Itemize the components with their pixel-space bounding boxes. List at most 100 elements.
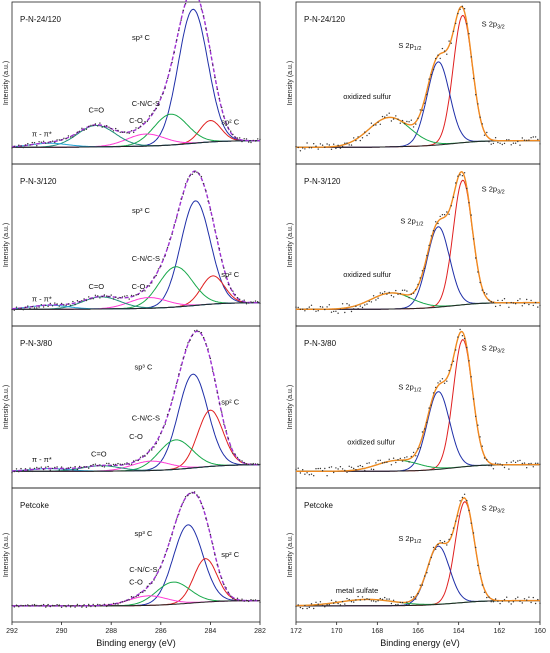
data-point — [501, 143, 503, 146]
data-point — [243, 138, 245, 140]
data-point — [193, 330, 196, 332]
data-point — [317, 148, 319, 150]
data-point — [58, 604, 60, 606]
data-point — [353, 601, 355, 603]
data-point — [13, 309, 15, 311]
data-point — [234, 599, 236, 601]
data-point — [435, 548, 437, 550]
data-point — [169, 238, 171, 240]
data-point — [31, 141, 33, 144]
x-tick-label: 166 — [412, 628, 424, 635]
y-axis-label: Intensity (a.u.) — [287, 223, 294, 267]
data-point — [216, 564, 218, 566]
data-point — [341, 145, 344, 148]
data-point — [441, 214, 444, 216]
data-point — [92, 298, 94, 300]
data-point — [408, 121, 410, 123]
data-point — [18, 606, 20, 608]
data-point — [319, 601, 322, 603]
data-point — [51, 305, 54, 307]
annotation-subscript: 3/2 — [497, 25, 505, 31]
data-point — [67, 303, 70, 305]
data-point — [173, 224, 175, 226]
data-point — [304, 148, 306, 150]
data-point — [121, 601, 124, 603]
data-point — [90, 124, 92, 127]
data-point — [386, 598, 388, 600]
data-point — [372, 295, 375, 297]
data-point — [328, 604, 330, 606]
data-point — [319, 467, 322, 470]
data-point — [415, 288, 417, 291]
data-point — [430, 235, 432, 237]
data-point — [384, 596, 386, 599]
data-point — [119, 131, 121, 133]
data-point — [151, 282, 153, 284]
data-point — [539, 602, 541, 604]
peak-s-2p3-2 — [296, 179, 540, 310]
data-point — [470, 522, 472, 524]
data-point — [13, 470, 15, 473]
data-point — [424, 267, 426, 270]
data-point — [519, 459, 521, 462]
data-point — [506, 139, 508, 141]
data-point — [459, 328, 461, 331]
data-point — [51, 140, 54, 142]
data-point — [60, 466, 63, 468]
data-point — [108, 296, 110, 298]
data-point — [514, 142, 517, 144]
data-point — [377, 297, 379, 299]
data-point — [379, 292, 381, 294]
data-point — [497, 141, 499, 144]
data-point — [191, 492, 194, 494]
data-point — [139, 456, 142, 458]
data-point — [335, 310, 337, 312]
data-point — [42, 603, 45, 606]
data-point — [187, 342, 189, 344]
data-point — [450, 205, 452, 207]
data-point — [486, 131, 488, 134]
data-point — [15, 604, 18, 606]
data-point — [78, 301, 81, 303]
data-point — [212, 370, 214, 372]
data-point — [47, 603, 49, 606]
data-point — [397, 118, 399, 120]
data-point — [308, 147, 310, 149]
data-point — [359, 305, 361, 307]
data-point — [236, 297, 239, 299]
data-point — [236, 597, 239, 599]
data-point — [470, 56, 472, 58]
data-point — [337, 144, 339, 146]
data-point — [519, 600, 521, 602]
data-point — [328, 304, 330, 306]
data-point — [472, 238, 475, 240]
data-point — [375, 601, 377, 603]
data-point — [15, 306, 18, 308]
data-point — [350, 310, 353, 313]
data-point — [36, 145, 38, 147]
data-point — [523, 462, 526, 464]
data-point — [443, 382, 446, 384]
data-point — [56, 303, 58, 305]
data-point — [11, 604, 13, 607]
data-point — [532, 466, 534, 468]
data-point — [218, 571, 221, 574]
data-point — [384, 291, 386, 293]
data-point — [126, 599, 128, 601]
data-point — [448, 538, 450, 541]
data-point — [205, 518, 207, 520]
data-point — [38, 605, 40, 607]
data-point — [252, 462, 254, 465]
data-point — [486, 458, 488, 461]
data-point — [245, 303, 248, 305]
data-point — [20, 145, 22, 147]
data-point — [459, 174, 461, 176]
data-point — [250, 301, 252, 303]
data-point — [313, 143, 315, 145]
data-point — [40, 466, 42, 468]
data-point — [406, 120, 408, 123]
data-point — [78, 465, 81, 468]
data-point — [40, 604, 42, 607]
data-point — [446, 544, 448, 546]
